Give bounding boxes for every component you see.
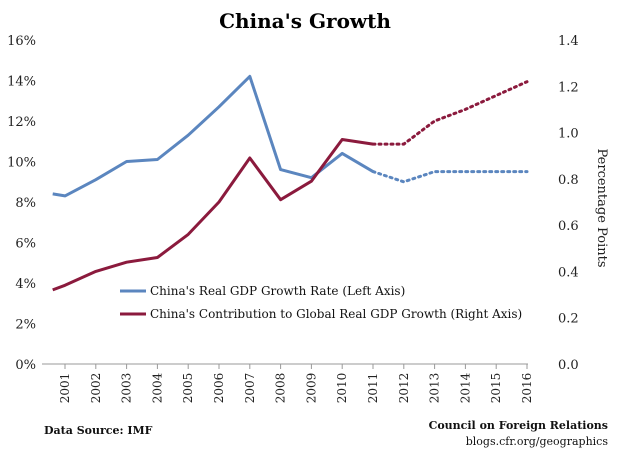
- left-tick-label: 10%: [7, 156, 36, 171]
- left-tick-label: 12%: [7, 115, 36, 130]
- right-axis-label: Percentage Points: [594, 148, 609, 267]
- legend-label-contribution: China's Contribution to Global Real GDP …: [150, 307, 522, 321]
- left-axis-ticks: 0% 2% 4% 6% 8% 10% 12% 14% 16%: [7, 34, 36, 373]
- right-tick-label: 0.0: [558, 358, 579, 373]
- x-tick-label: 2016: [520, 373, 534, 404]
- x-axis-ticks: 2001 2002 2003 2004 2005 2006 2007 2008 2009 2010…: [58, 364, 534, 403]
- right-tick-label: 0.2: [558, 312, 579, 327]
- blog-url: blogs.cfr.org/geographics: [466, 435, 609, 448]
- left-tick-label: 6%: [15, 237, 36, 252]
- x-tick-label: 2014: [458, 372, 472, 403]
- left-tick-label: 16%: [7, 34, 36, 49]
- right-tick-label: 1.2: [558, 80, 579, 95]
- left-tick-label: 8%: [15, 196, 36, 211]
- x-tick-label: 2007: [243, 373, 257, 404]
- x-tick-label: 2008: [274, 373, 288, 404]
- left-tick-label: 0%: [15, 358, 36, 373]
- left-tick-label: 2%: [15, 318, 36, 333]
- x-tick-label: 2013: [428, 373, 442, 404]
- series-line-0-actual: [52, 74, 374, 198]
- right-tick-label: 1.4: [558, 34, 579, 49]
- x-tick-label: 2010: [335, 373, 349, 404]
- x-tick-label: 2015: [489, 373, 503, 404]
- org-credit: Council on Foreign Relations: [429, 419, 608, 432]
- left-tick-label: 14%: [7, 75, 36, 90]
- series-lines: [52, 74, 529, 292]
- x-tick-label: 2006: [212, 373, 226, 404]
- chart-title: China's Growth: [219, 9, 391, 33]
- right-tick-label: 0.6: [558, 219, 579, 234]
- legend: China's Real GDP Growth Rate (Left Axis)…: [120, 284, 522, 321]
- x-tick-label: 2003: [120, 373, 134, 404]
- x-tick-label: 2011: [366, 373, 380, 404]
- series-line-1-projected: [371, 80, 529, 146]
- series-line-0-projected: [371, 170, 529, 184]
- right-tick-label: 0.8: [558, 173, 579, 188]
- x-tick-label: 2005: [181, 373, 195, 404]
- legend-label-gdp: China's Real GDP Growth Rate (Left Axis): [150, 284, 405, 298]
- right-tick-label: 0.4: [558, 265, 579, 280]
- right-axis-ticks: 0.0 0.2 0.4 0.6 0.8 1.0 1.2 1.4: [558, 34, 579, 373]
- series-line-1-actual: [52, 138, 374, 292]
- x-tick-label: 2001: [58, 373, 72, 404]
- left-tick-label: 4%: [15, 277, 36, 292]
- right-tick-label: 1.0: [558, 127, 579, 142]
- x-tick-label: 2012: [397, 373, 411, 404]
- x-tick-label: 2002: [89, 373, 103, 404]
- x-tick-label: 2009: [304, 373, 318, 404]
- x-tick-label: 2004: [150, 372, 164, 403]
- data-source: Data Source: IMF: [44, 424, 153, 437]
